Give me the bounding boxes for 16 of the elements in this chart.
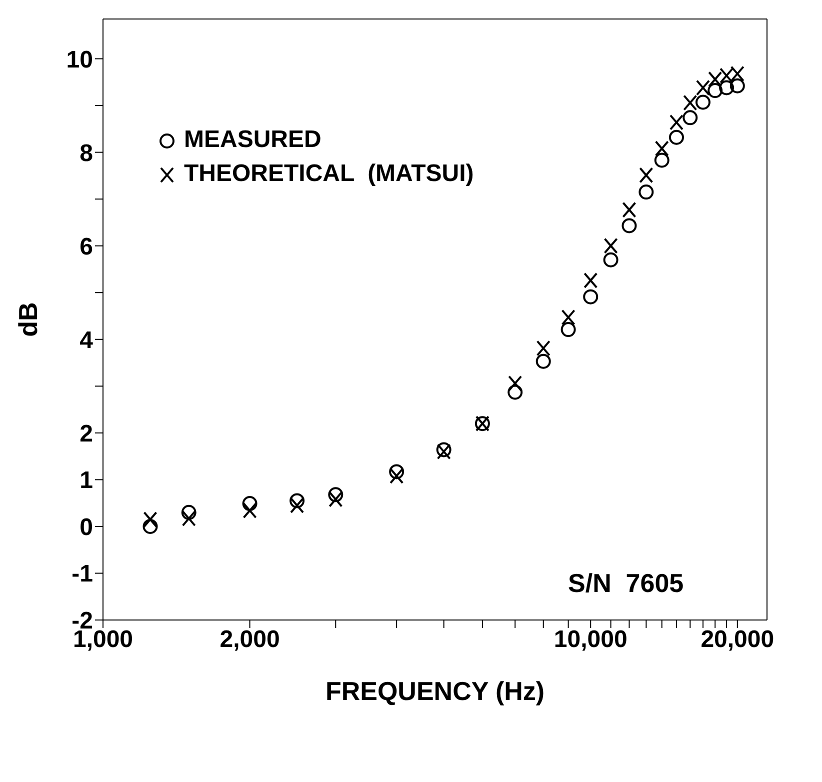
y-tick-label: 4 <box>80 326 94 354</box>
x-tick-label: 2,000 <box>220 626 280 654</box>
y-tick-label: 8 <box>80 140 93 167</box>
legend-label: THEORETICAL (MATSUI) <box>184 160 474 187</box>
y-tick-label: 6 <box>80 233 93 260</box>
x-tick-label: 10,000 <box>554 626 628 654</box>
x-axis-title: FREQUENCY (Hz) <box>325 676 545 706</box>
y-tick-label: 0 <box>80 514 93 541</box>
y-tick-label: 2 <box>80 420 93 448</box>
y-tick-label: 10 <box>66 46 93 74</box>
y-tick-label: 1 <box>80 467 93 494</box>
y-axis-title: dB <box>13 302 44 337</box>
x-tick-label: 20,000 <box>700 626 774 654</box>
legend-label: MEASURED <box>184 126 322 153</box>
y-tick-label: -1 <box>72 560 93 588</box>
annotation: S/N 7605 <box>568 568 684 599</box>
